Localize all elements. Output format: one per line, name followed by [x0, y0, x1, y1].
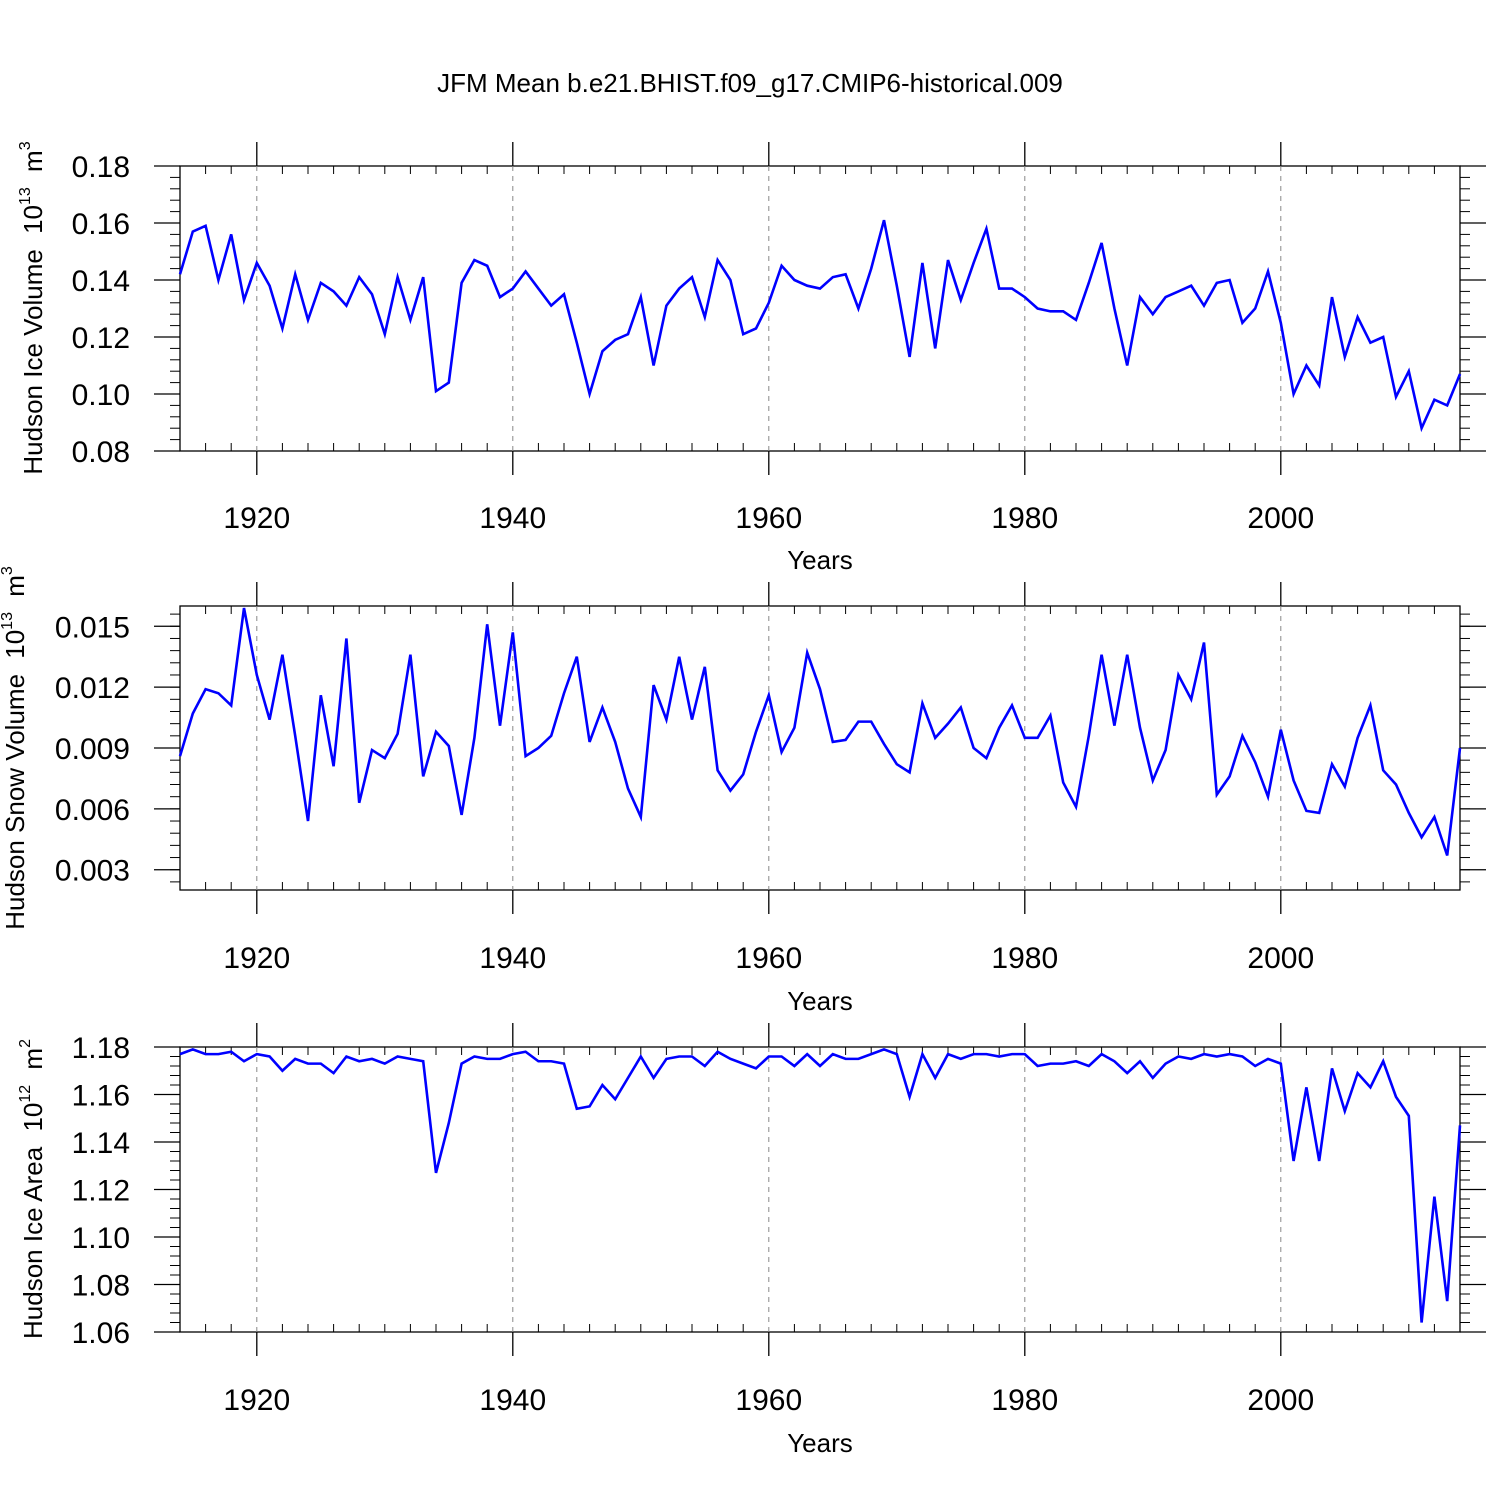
snow-volume-plot-frame	[179, 605, 1461, 891]
ice-volume-x-label: Years	[787, 545, 853, 575]
ice-area-y-unit-tail: m	[18, 1048, 48, 1070]
snow-volume-y-unit-exp: 13	[0, 612, 16, 630]
ice-volume-series-line	[178, 219, 1462, 433]
snow-volume-panel: Hudson Snow Volume 1013 m3 Years 1920 194…	[0, 566, 1486, 1016]
ice-area-y-tick-label: 1.08	[72, 1270, 130, 1303]
ice-volume-y-tick-label: 0.12	[72, 322, 130, 355]
snow-volume-y-unit-base: 10	[0, 630, 30, 659]
ice-area-y-unit-exp: 12	[17, 1085, 34, 1103]
ice-volume-plot-frame	[179, 165, 1461, 452]
snow-volume-x-label: Years	[787, 986, 853, 1016]
ice-area-panel: Hudson Ice Area 1012 m2 Years 1920 1940 19…	[6, 1023, 1486, 1458]
snow-volume-y-tick-label: 0.012	[55, 672, 130, 705]
snow-volume-x-tick-label: 1960	[735, 942, 802, 975]
ice-area-y-label-name: Hudson Ice Area	[18, 1146, 48, 1339]
ice-volume-y-tick-label: 0.18	[72, 151, 130, 184]
ice-area-y-tick-label: 1.06	[72, 1317, 130, 1350]
ice-volume-y-tick-label: 0.10	[72, 379, 130, 412]
ice-area-x-tick-label: 1960	[735, 1384, 802, 1417]
ice-area-x-tick-label: 1920	[223, 1384, 290, 1417]
snow-volume-y-tick-label: 0.006	[55, 794, 130, 827]
snow-volume-x-tick-label: 1920	[223, 942, 290, 975]
ice-area-y-tick-label: 1.12	[72, 1175, 130, 1208]
snow-volume-y-tick-label: 0.003	[55, 855, 130, 888]
snow-volume-x-tick-label: 2000	[1247, 942, 1314, 975]
ice-area-x-tick-label: 2000	[1247, 1384, 1314, 1417]
ice-volume-y-unit-base: 10	[18, 205, 48, 234]
ice-volume-y-tick-label: 0.14	[72, 265, 130, 298]
ice-volume-y-label-name: Hudson Ice Volume	[18, 249, 48, 474]
snow-volume-y-label: Hudson Snow Volume 1013 m3	[0, 566, 30, 930]
snow-volume-y-unit-tail: m	[0, 575, 30, 597]
ice-volume-y-unit-exp: 13	[17, 187, 34, 205]
ice-volume-x-tick-label: 2000	[1247, 502, 1314, 535]
snow-volume-x-tick-label: 1980	[991, 942, 1058, 975]
ice-area-plot-frame	[179, 1046, 1461, 1333]
ice-volume-y-unit-tail-exp: 3	[17, 141, 34, 150]
snow-volume-y-unit-tail-exp: 3	[0, 566, 16, 575]
snow-volume-y-label-name: Hudson Snow Volume	[0, 674, 30, 930]
ice-area-y-label: Hudson Ice Area 1012 m2	[6, 1039, 48, 1339]
ice-volume-x-tick-label: 1920	[223, 502, 290, 535]
ice-area-series-line	[179, 1047, 1462, 1323]
snow-volume-y-tick-label: 0.009	[55, 733, 130, 766]
ice-volume-panel: Hudson Ice Volume 1013 m3 Years 1920 1940…	[6, 141, 1486, 575]
ice-area-y-unit-tail-exp: 2	[17, 1039, 34, 1048]
snow-volume-x-tick-label: 1940	[479, 942, 546, 975]
ice-area-y-tick-label: 1.10	[72, 1222, 130, 1255]
ice-area-y-tick-label: 1.18	[72, 1032, 130, 1065]
ice-volume-y-unit-tail: m	[18, 150, 48, 172]
ice-area-y-unit-base: 10	[18, 1103, 48, 1132]
ice-area-x-label: Years	[787, 1428, 853, 1458]
snow-volume-series-line	[178, 607, 1462, 856]
ice-volume-y-tick-label: 0.08	[72, 436, 130, 469]
ice-volume-y-tick-label: 0.16	[72, 208, 130, 241]
ice-volume-x-tick-label: 1960	[735, 502, 802, 535]
ice-area-y-tick-label: 1.16	[72, 1080, 130, 1113]
ice-volume-x-tick-label: 1980	[991, 502, 1058, 535]
ice-area-y-tick-label: 1.14	[72, 1127, 130, 1160]
ice-area-x-tick-label: 1980	[991, 1384, 1058, 1417]
ice-volume-x-tick-label: 1940	[479, 502, 546, 535]
snow-volume-y-tick-label: 0.015	[55, 611, 130, 644]
ice-area-x-tick-label: 1940	[479, 1384, 546, 1417]
figure-title: JFM Mean b.e21.BHIST.f09_g17.CMIP6-histo…	[437, 68, 1063, 98]
ice-volume-y-label: Hudson Ice Volume 1013 m3	[6, 141, 48, 474]
